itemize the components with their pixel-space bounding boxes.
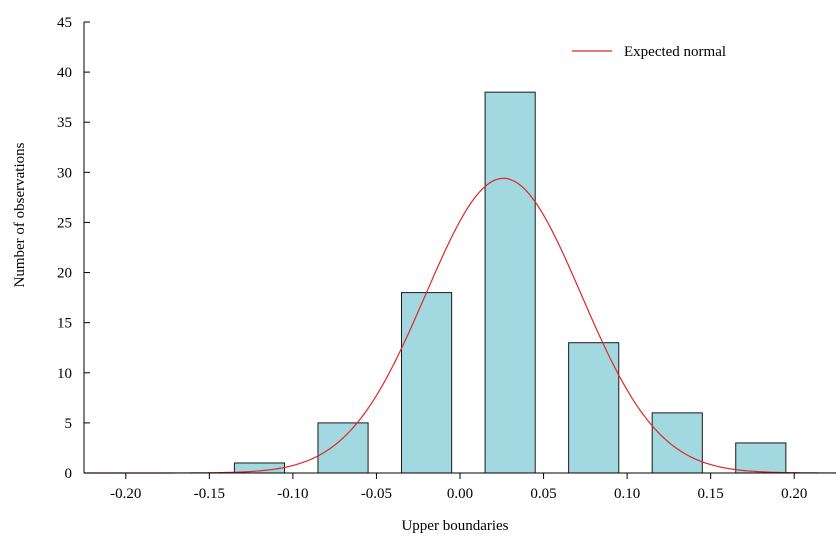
x-ticks: -0.20 -0.15 -0.10 -0.05 0.00 0.05 0.10 0.15 0.20 [110,473,807,502]
expected-normal-curve [84,177,836,474]
y-ticks: 0 5 10 15 20 25 30 35 40 45 [57,15,90,482]
y-tick-label-7: 35 [57,115,72,131]
bar-3 [484,91,536,474]
legend: Expected normal [572,44,726,60]
y-tick-label-1: 5 [65,416,73,432]
x-tick-label-1: -0.15 [194,486,225,502]
x-tick-label-3: -0.05 [361,486,392,502]
y-axis-title: Number of observations [12,142,28,287]
x-tick-label-6: 0.10 [614,486,640,502]
y-tick-label-0: 0 [65,466,73,482]
axes-layer [83,22,836,474]
x-tick-label-4: 0.00 [447,486,473,502]
y-tick-label-9: 45 [57,15,72,31]
bar-2 [401,292,453,474]
x-tick-label-2: -0.10 [277,486,308,502]
y-tick-label-5: 25 [57,215,72,231]
y-tick-label-6: 30 [57,165,72,181]
bar-1 [317,422,369,474]
x-tick-label-0: -0.20 [110,486,141,502]
bar-6 [735,442,787,474]
y-tick-label-3: 15 [57,316,72,332]
y-tick-label-2: 10 [57,366,72,382]
bar-5 [651,412,703,474]
y-tick-label-4: 20 [57,266,72,282]
y-tick-label-8: 40 [57,65,72,81]
x-tick-label-5: 0.05 [530,486,556,502]
x-tick-label-8: 0.20 [781,486,807,502]
bars-layer [233,91,787,474]
legend-label-expected-normal: Expected normal [624,44,726,60]
x-tick-label-7: 0.15 [698,486,724,502]
x-axis-title: Upper boundaries [401,518,508,534]
bar-4 [568,342,620,474]
